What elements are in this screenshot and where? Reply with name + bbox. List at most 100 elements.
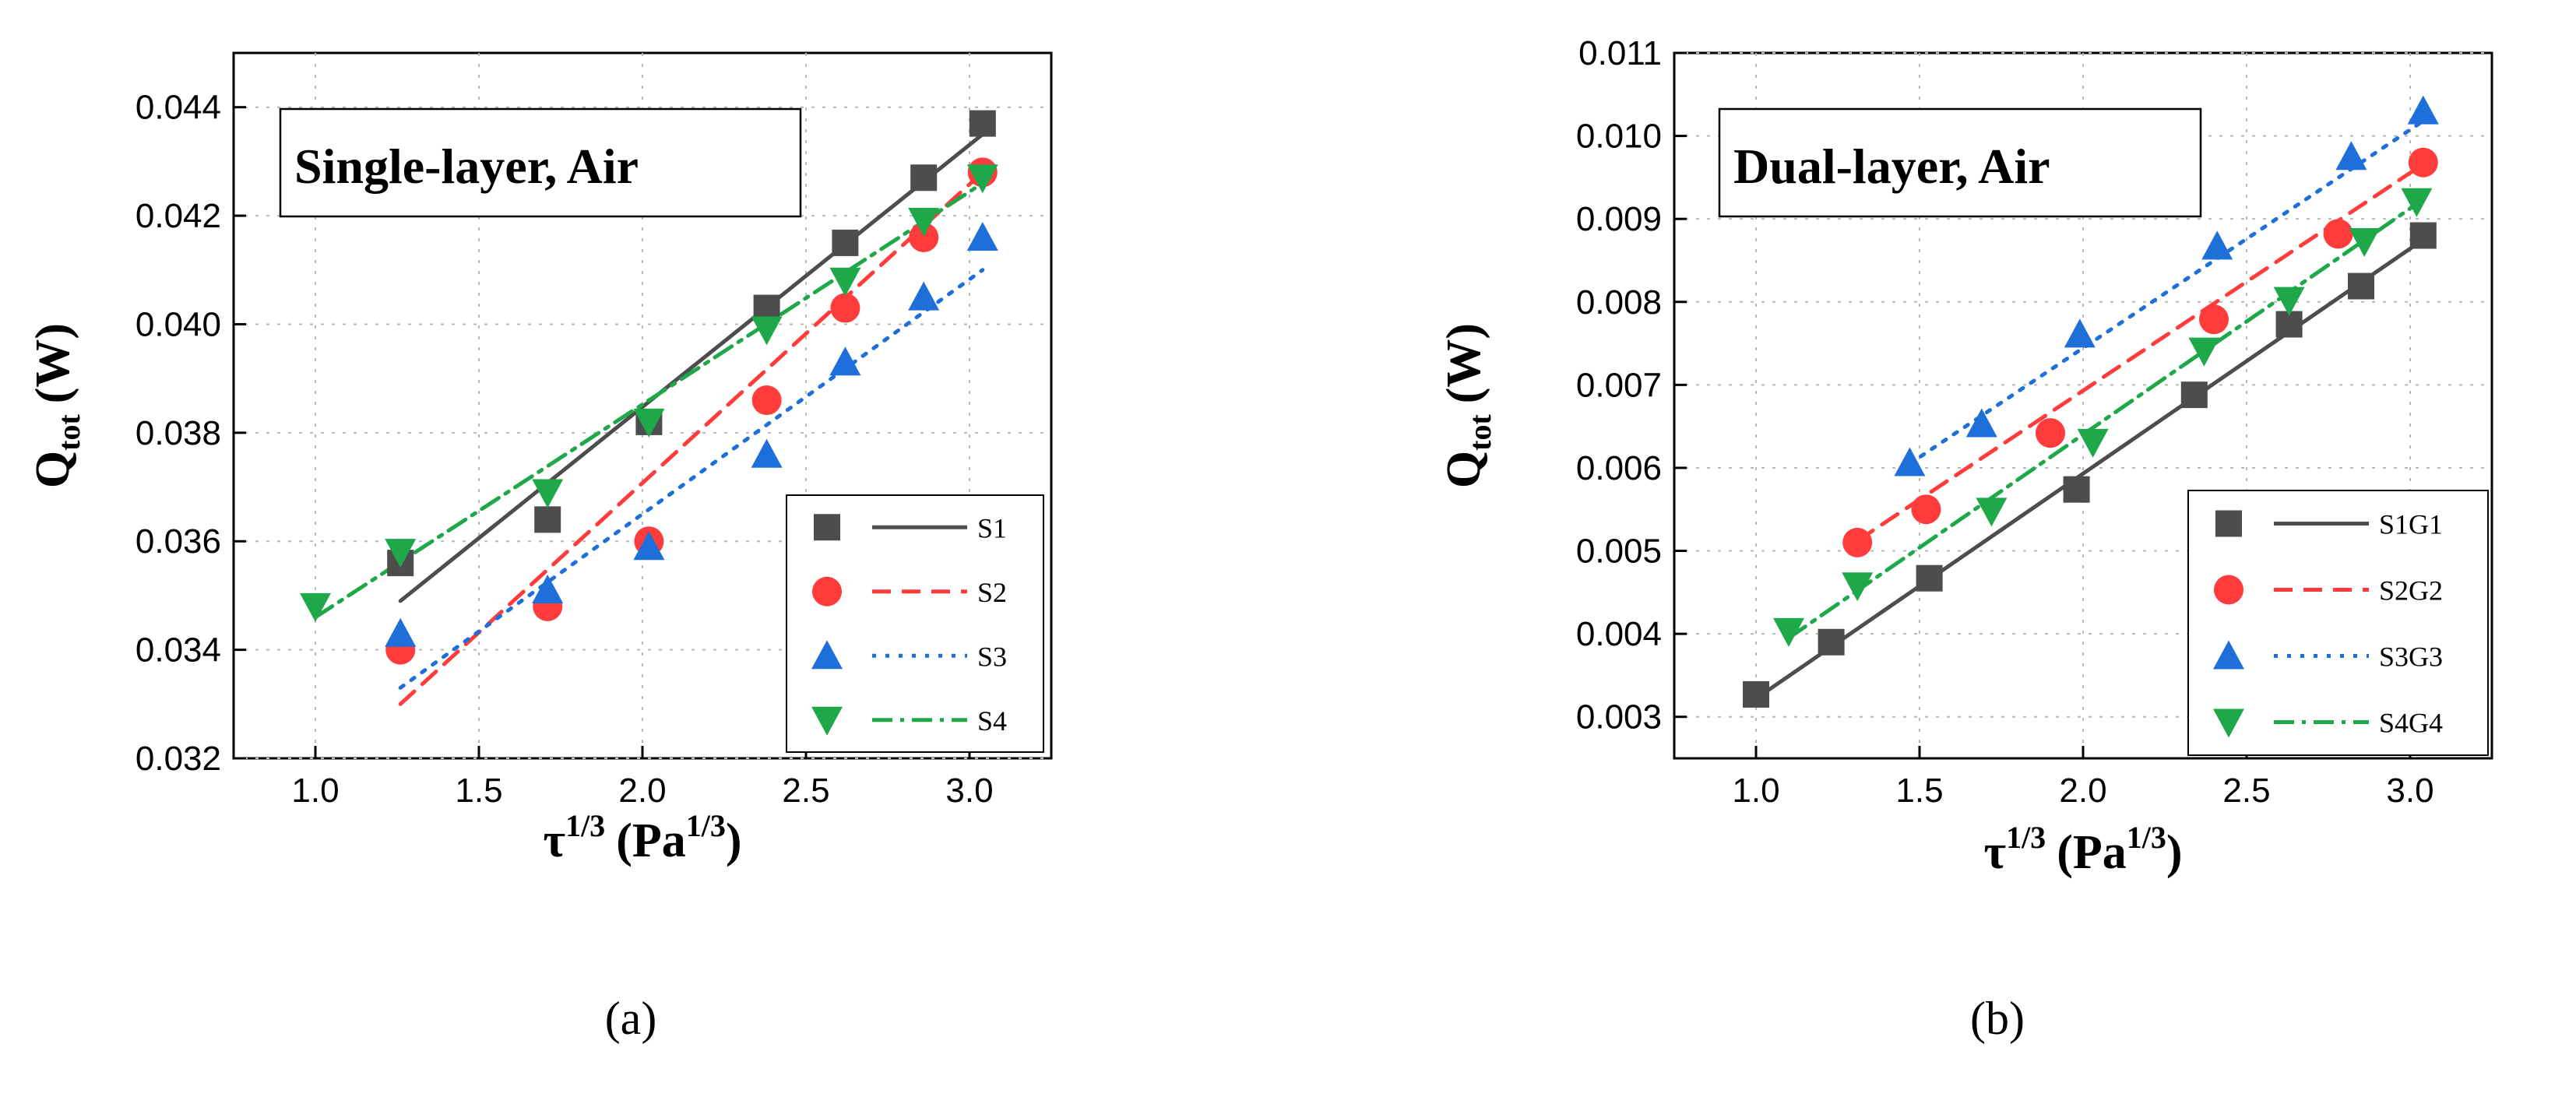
x-tick-label: 1.5 — [1895, 772, 1943, 810]
y-tick-label: 0.007 — [1576, 366, 1662, 404]
data-point-s4g4 — [2273, 287, 2305, 316]
data-point-s3 — [908, 281, 940, 311]
data-point-s1g1 — [1818, 628, 1845, 656]
y-tick-label: 0.008 — [1576, 283, 1662, 322]
data-point-s1g1 — [1916, 564, 1943, 592]
y-axis-title-unit: (W) — [26, 323, 79, 403]
data-point-s2g2 — [2323, 219, 2353, 249]
legend-label-s4: S4 — [977, 705, 1007, 737]
y-tick-label: 0.003 — [1576, 698, 1662, 737]
data-point-s2g2 — [2036, 418, 2065, 448]
data-point-s1g1 — [2063, 476, 2090, 503]
y-tick-label: 0.040 — [135, 305, 221, 343]
x-axis-title-main: τ — [543, 814, 565, 867]
data-point-s1 — [910, 164, 938, 192]
data-point-s3g3 — [2407, 95, 2439, 125]
fit-line-s4g4 — [1786, 202, 2419, 640]
y-axis-title: Qtot (W) — [1438, 323, 1497, 488]
legend-marker-s2 — [812, 576, 842, 606]
fit-line-s1g1 — [1754, 237, 2426, 701]
x-axis-ticks: 1.0 1.5 2.0 2.5 3.0 — [1732, 746, 2434, 810]
data-point-s2 — [751, 385, 782, 416]
data-point-s1g1 — [2180, 381, 2208, 409]
data-point-s1 — [969, 110, 996, 137]
legend: S1 S2 S3 S4 — [786, 494, 1044, 753]
data-point-s3g3 — [1894, 447, 1926, 476]
data-point-s4g4 — [1773, 617, 1804, 647]
x-tick-label: 1.0 — [291, 772, 339, 810]
fit-line-s3g3 — [1907, 118, 2426, 466]
data-point-s3 — [966, 221, 998, 251]
y-tick-label: 0.044 — [135, 89, 221, 127]
y-tick-label: 0.042 — [135, 197, 221, 235]
data-point-s4g4 — [2401, 188, 2433, 217]
y-tick-label: 0.004 — [1576, 615, 1662, 653]
x-axis-title-unit-sup: 1/3 — [686, 808, 726, 843]
legend-marker-s3g3 — [2213, 640, 2244, 670]
x-axis-title-unit-close: ) — [726, 814, 742, 867]
data-point-s3g3 — [2201, 230, 2233, 260]
data-point-s2g2 — [1842, 527, 1873, 557]
panel-caption: (a) — [605, 993, 657, 1044]
data-point-s1 — [534, 506, 561, 533]
data-point-s3 — [385, 617, 417, 647]
x-axis-title-unit: (Pa — [2057, 826, 2127, 879]
x-tick-label: 3.0 — [2386, 772, 2433, 810]
data-point-s4g4 — [2077, 428, 2109, 458]
fit-line-s2 — [398, 170, 985, 706]
data-point-s4 — [829, 267, 861, 297]
data-point-s3 — [829, 346, 861, 376]
x-axis-title: τ1/3 (Pa1/3) — [1983, 820, 2182, 879]
data-point-s2g2 — [2199, 304, 2229, 335]
data-point-s4g4 — [2188, 337, 2220, 367]
data-point-s1g1 — [1743, 680, 1769, 708]
x-axis-ticks: 1.0 1.5 2.0 2.5 3.0 — [291, 746, 994, 810]
x-tick-label: 3.0 — [945, 772, 993, 810]
legend-marker-s4g4 — [2213, 708, 2244, 738]
data-point-s3g3 — [2064, 318, 2096, 348]
data-point-s4 — [532, 479, 564, 508]
fit-lines — [313, 132, 985, 706]
legend-label-s1: S1 — [977, 512, 1007, 543]
data-point-s4 — [966, 164, 998, 194]
x-tick-label: 1.5 — [455, 772, 502, 810]
panel-a: 1.0 1.5 2.0 2.5 3.0 0.032 0.034 0.036 0.038 0.04… — [26, 51, 1053, 1044]
legend-marker-s1g1 — [2215, 510, 2242, 537]
data-point-s3g3 — [1965, 408, 1997, 438]
y-tick-label: 0.011 — [1578, 34, 1662, 72]
data-point-s1g1 — [2409, 222, 2437, 249]
legend: S1G1 S2G2 S3G3 S4G4 — [2187, 490, 2489, 756]
y-tick-label: 0.010 — [1576, 118, 1662, 156]
legend-label-s2g2: S2G2 — [2379, 575, 2443, 606]
legend-marker-s4 — [811, 706, 843, 736]
data-point-s3 — [633, 531, 665, 561]
x-axis-title-main: τ — [1983, 826, 2006, 879]
data-point-s2g2 — [2408, 147, 2438, 178]
y-tick-label: 0.036 — [135, 522, 221, 561]
legend-label-s1g1: S1G1 — [2379, 509, 2443, 540]
data-point-s3 — [751, 438, 783, 468]
data-point-s2 — [830, 293, 860, 323]
x-tick-label: 2.5 — [782, 772, 829, 810]
x-axis-title-unit-close: ) — [2166, 826, 2183, 879]
x-tick-label: 1.0 — [1732, 772, 1779, 810]
y-tick-label: 0.032 — [135, 740, 221, 778]
y-axis-title: Qtot (W) — [26, 323, 86, 488]
data-point-s4 — [633, 408, 665, 438]
data-point-s4 — [751, 316, 783, 346]
legend-label-s2: S2 — [977, 577, 1007, 608]
legend-marker-s2g2 — [2214, 575, 2243, 605]
y-axis-ticks: 0.003 0.004 0.005 0.006 0.007 0.008 0.009 0.010… — [1576, 34, 1687, 737]
fit-line-s3 — [398, 268, 985, 690]
legend-label-s4g4: S4G4 — [2379, 708, 2443, 739]
data-point-s3g3 — [2335, 141, 2367, 171]
x-tick-label: 2.0 — [618, 772, 666, 810]
data-point-s3 — [532, 574, 564, 603]
data-point-s1g1 — [2348, 272, 2374, 300]
y-axis-title-sub: tot — [51, 414, 86, 451]
y-tick-label: 0.006 — [1576, 449, 1662, 487]
panel-title-box — [279, 107, 802, 218]
x-axis-title-unit: (Pa — [616, 814, 686, 867]
legend-marker-s1 — [814, 514, 840, 541]
